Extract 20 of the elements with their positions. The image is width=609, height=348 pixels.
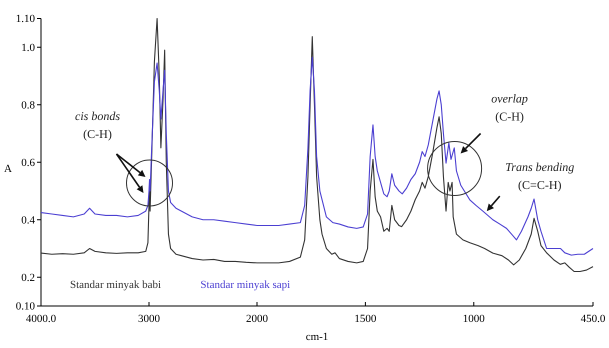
annotation: overlap (C-H) (491, 92, 528, 124)
y-axis-title: A (4, 163, 12, 175)
text: Standar minyak babi (70, 279, 162, 291)
x-tick-label: 2000 (246, 313, 268, 325)
annotation: cis bonds (C-H) (75, 109, 120, 141)
x-axis-title: cm-1 (306, 331, 328, 343)
y-tick-label: 0.8 (21, 99, 36, 112)
x-tick-label: 4000.0 (26, 313, 57, 325)
y-tick-label: 0.4 (21, 214, 36, 226)
y-tick-label: 0.2 (21, 272, 35, 284)
x-tick-label: 1000 (462, 313, 486, 325)
x-tick-label: 1500 (354, 313, 377, 325)
y-tick-label: 1.10 (16, 13, 36, 26)
x-tick-label: 450.0 (580, 313, 606, 325)
y-tick-label: 1.0 (21, 42, 36, 54)
annotation: Trans bending (C=C-H) (505, 160, 574, 192)
text: Standar minyak sapi (200, 279, 290, 291)
y-tick-label: 0.10 (16, 300, 36, 313)
x-tick-label: 3000 (138, 313, 160, 325)
y-tick-label: 0.6 (21, 156, 36, 169)
